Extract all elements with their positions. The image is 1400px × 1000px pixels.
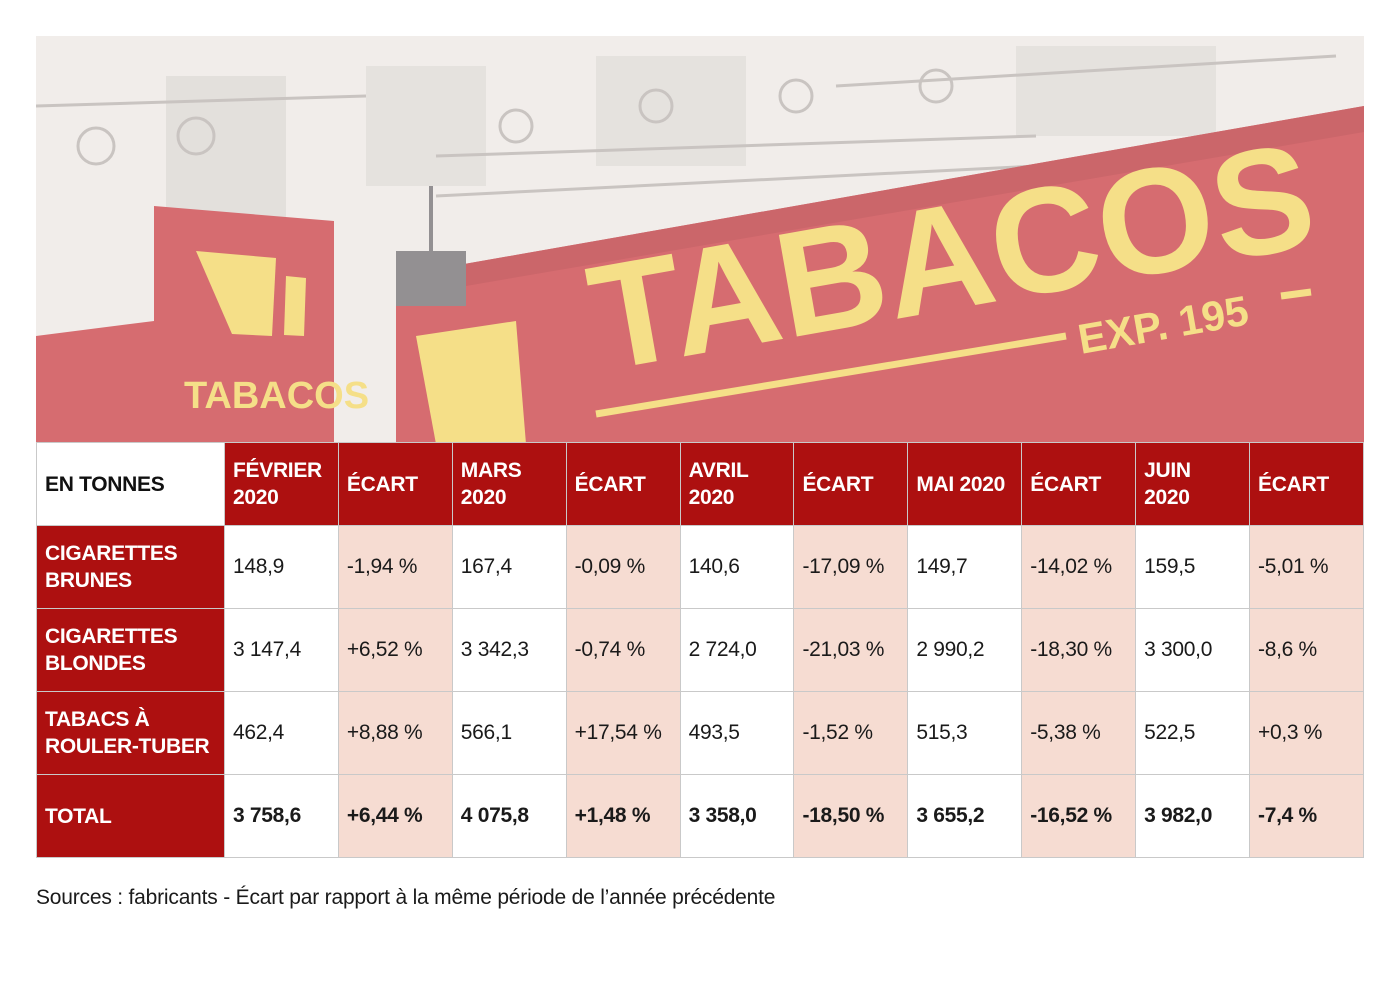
- ecart-cell: -0,74 %: [565, 608, 681, 692]
- unit-header: EN TONNES: [36, 442, 225, 526]
- ecart-cell: -5,38 %: [1021, 691, 1137, 775]
- value-cell: 167,4: [451, 525, 567, 609]
- row-label: CIGARETTES BLONDES: [36, 608, 225, 692]
- ecart-cell: -1,52 %: [793, 691, 909, 775]
- value-cell: 140,6: [679, 525, 795, 609]
- value-cell: 148,9: [224, 525, 339, 609]
- table-row: CIGARETTES BLONDES 3 147,4 +6,52 % 3 342…: [36, 608, 1364, 692]
- ecart-cell: -0,09 %: [565, 525, 681, 609]
- column-header: ÉCART: [337, 442, 453, 526]
- ecart-cell: +0,3 %: [1249, 691, 1364, 775]
- column-header: MARS 2020: [451, 442, 567, 526]
- table-row-total: TOTAL 3 758,6 +6,44 % 4 075,8 +1,48 % 3 …: [36, 774, 1364, 858]
- table-header-row: EN TONNES FÉVRIER 2020 ÉCART MARS 2020 É…: [36, 442, 1364, 526]
- tabacos-sign-illustration: TABACOS EXP. 195 TABACOS: [36, 36, 1364, 444]
- value-cell: 462,4: [224, 691, 339, 775]
- value-cell: 522,5: [1135, 691, 1251, 775]
- ecart-cell: -7,4 %: [1249, 774, 1364, 858]
- column-header: JUIN 2020: [1135, 442, 1251, 526]
- column-header: FÉVRIER 2020: [224, 442, 339, 526]
- ecart-cell: -18,50 %: [793, 774, 909, 858]
- column-header: ÉCART: [1249, 442, 1364, 526]
- value-cell: 3 758,6: [224, 774, 339, 858]
- ecart-cell: -21,03 %: [793, 608, 909, 692]
- column-header: ÉCART: [565, 442, 681, 526]
- value-cell: 3 982,0: [1135, 774, 1251, 858]
- value-cell: 149,7: [907, 525, 1023, 609]
- sign-small-text: TABACOS: [184, 375, 369, 417]
- column-header: AVRIL 2020: [679, 442, 795, 526]
- table-row: TABACS À ROULER-TUBER 462,4 +8,88 % 566,…: [36, 691, 1364, 775]
- column-header: MAI 2020: [907, 442, 1023, 526]
- value-cell: 3 342,3: [451, 608, 567, 692]
- ecart-cell: +8,88 %: [337, 691, 453, 775]
- ecart-cell: +1,48 %: [565, 774, 681, 858]
- ecart-cell: -14,02 %: [1021, 525, 1137, 609]
- value-cell: 3 300,0: [1135, 608, 1251, 692]
- value-cell: 2 724,0: [679, 608, 795, 692]
- row-label: CIGARETTES BRUNES: [36, 525, 225, 609]
- value-cell: 3 358,0: [679, 774, 795, 858]
- row-label: TOTAL: [36, 774, 225, 858]
- value-cell: 2 990,2: [907, 608, 1023, 692]
- column-header: ÉCART: [1021, 442, 1137, 526]
- row-label: TABACS À ROULER-TUBER: [36, 691, 225, 775]
- ecart-cell: -5,01 %: [1249, 525, 1364, 609]
- value-cell: 159,5: [1135, 525, 1251, 609]
- ecart-cell: +6,52 %: [337, 608, 453, 692]
- value-cell: 515,3: [907, 691, 1023, 775]
- value-cell: 3 655,2: [907, 774, 1023, 858]
- value-cell: 3 147,4: [224, 608, 339, 692]
- ecart-cell: +6,44 %: [337, 774, 453, 858]
- value-cell: 493,5: [679, 691, 795, 775]
- table-row: CIGARETTES BRUNES 148,9 -1,94 % 167,4 -0…: [36, 525, 1364, 609]
- source-note: Sources : fabricants - Écart par rapport…: [36, 886, 776, 909]
- ecart-cell: -8,6 %: [1249, 608, 1364, 692]
- ecart-cell: -18,30 %: [1021, 608, 1137, 692]
- ecart-cell: -1,94 %: [337, 525, 453, 609]
- value-cell: 566,1: [451, 691, 567, 775]
- ecart-cell: -16,52 %: [1021, 774, 1137, 858]
- header-photo: TABACOS EXP. 195 TABACOS: [36, 36, 1364, 444]
- ecart-cell: -17,09 %: [793, 525, 909, 609]
- column-header: ÉCART: [793, 442, 909, 526]
- ecart-cell: +17,54 %: [565, 691, 681, 775]
- value-cell: 4 075,8: [451, 774, 567, 858]
- tobacco-sales-table: EN TONNES FÉVRIER 2020 ÉCART MARS 2020 É…: [36, 442, 1364, 858]
